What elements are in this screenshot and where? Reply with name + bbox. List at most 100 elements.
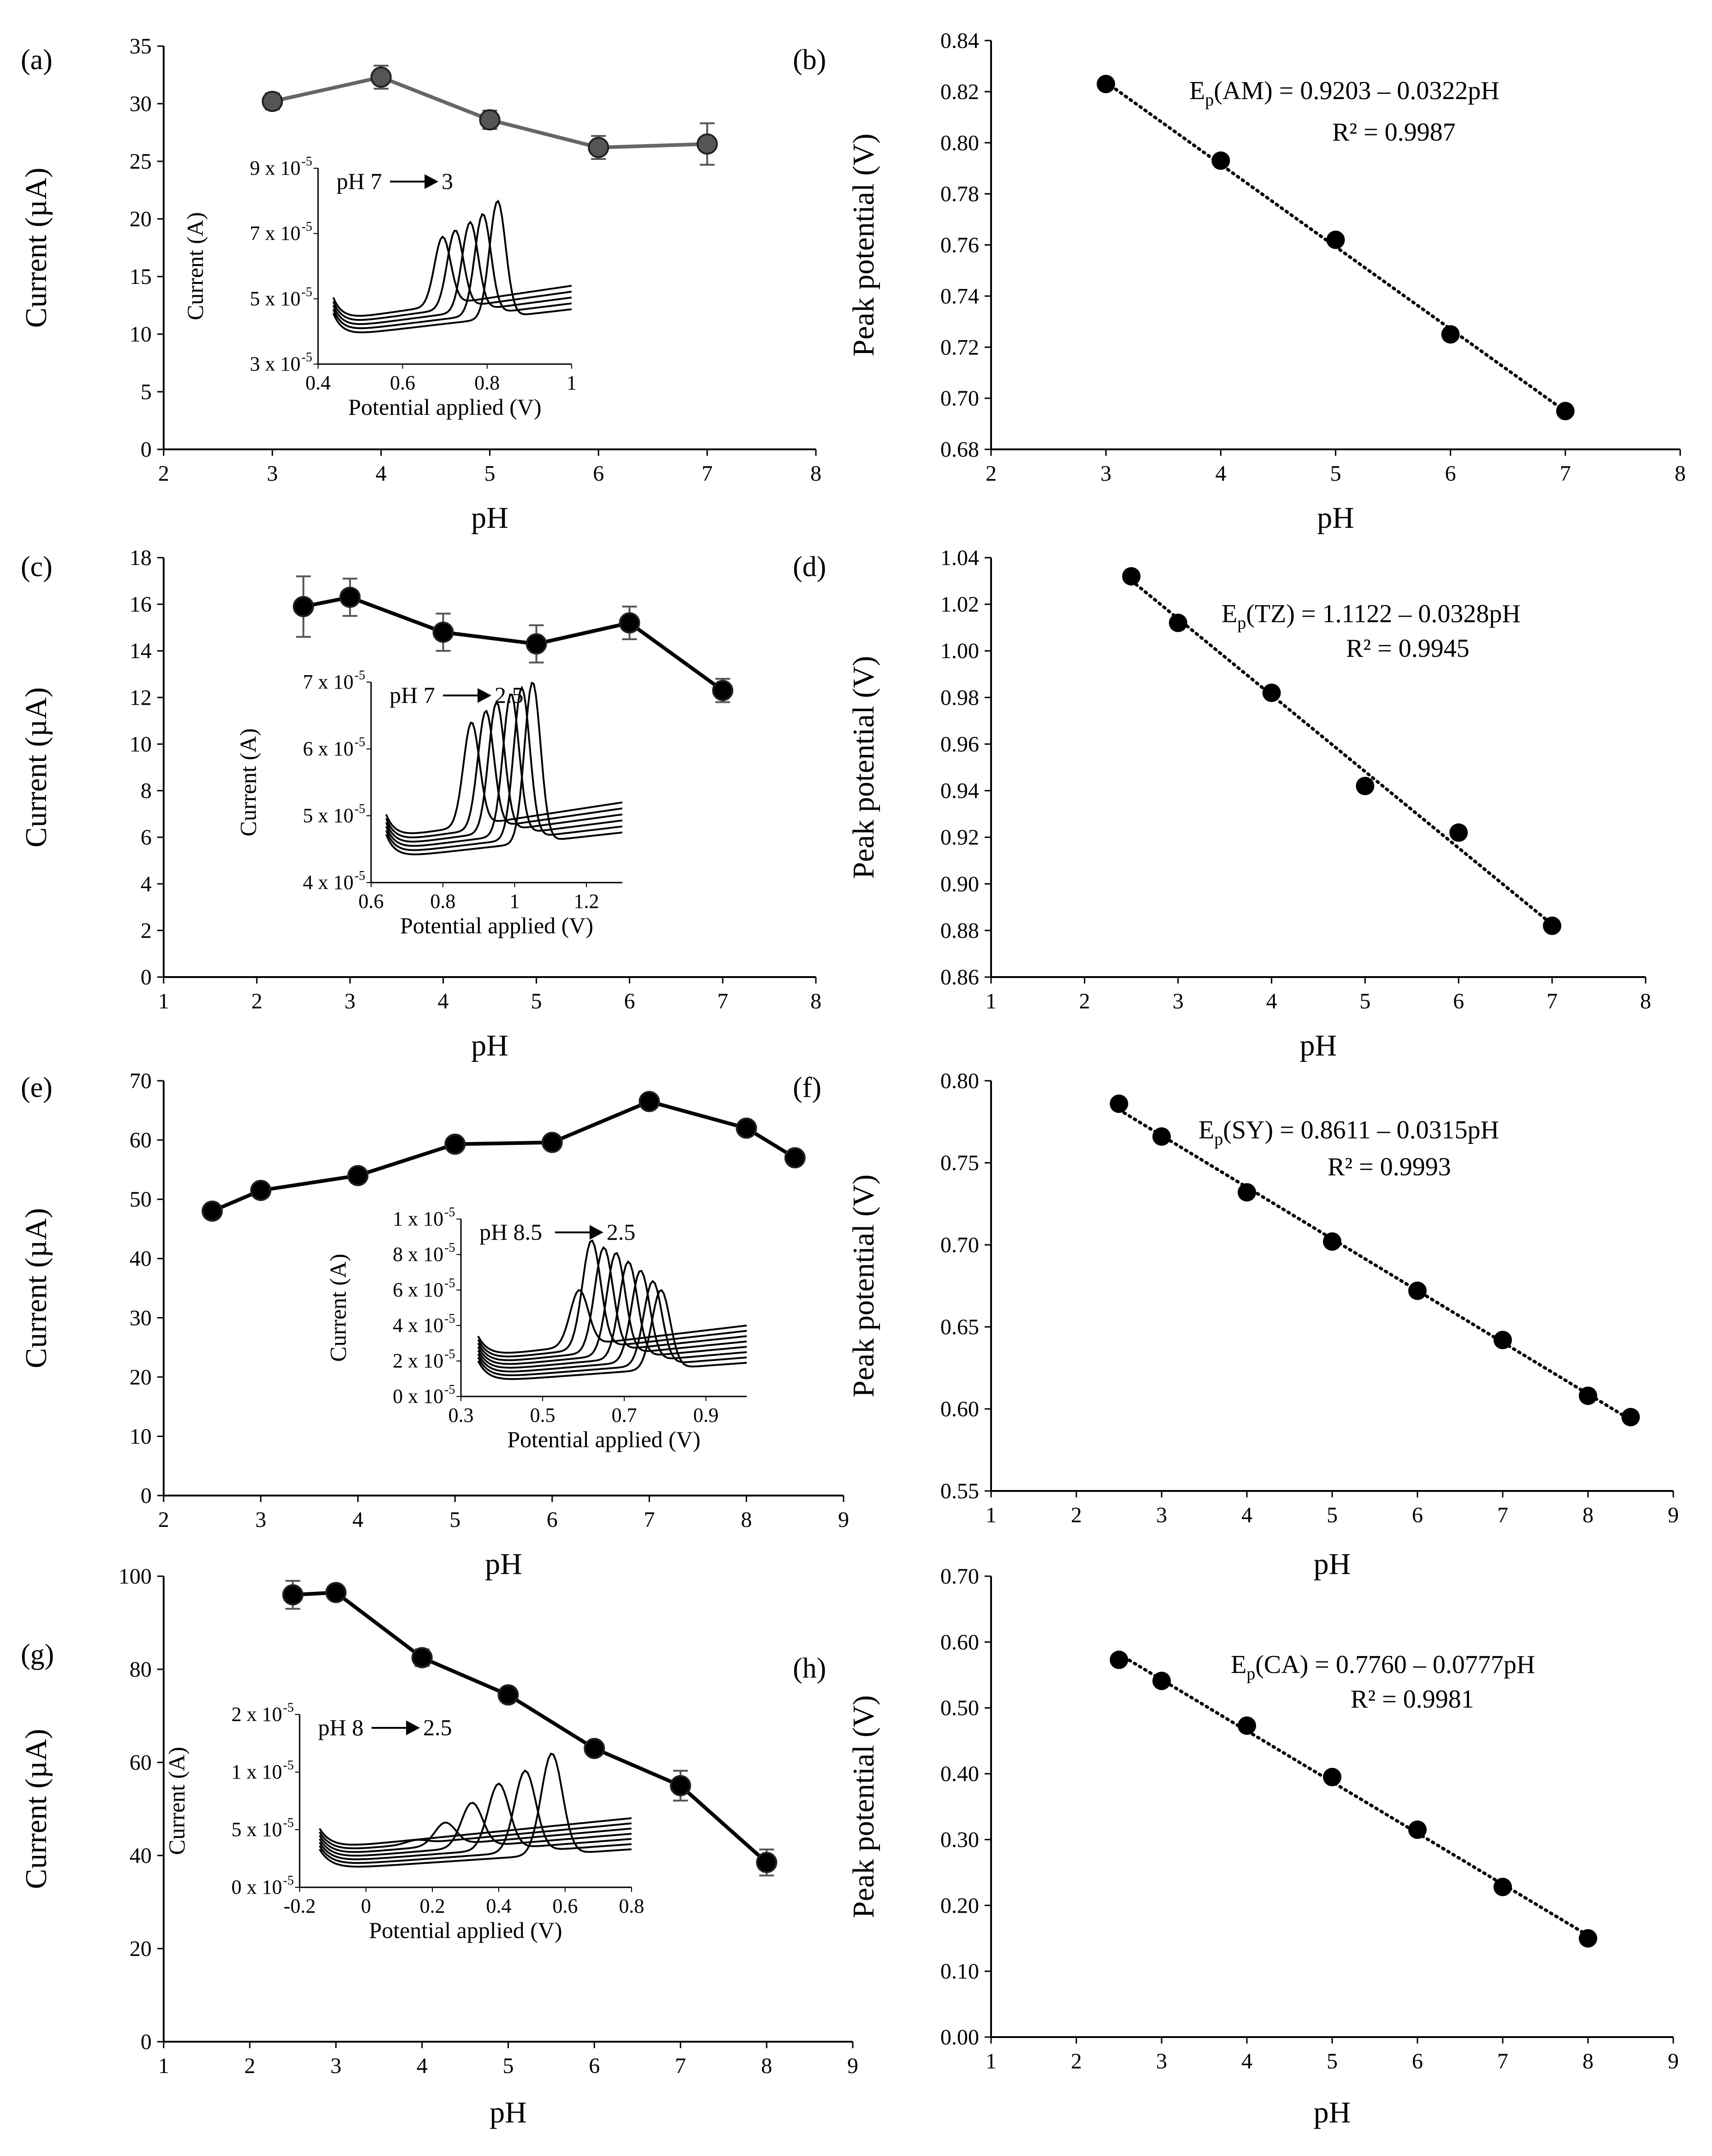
x-axis-label: pH (1317, 501, 1354, 535)
y-tick-label: 0.68 (940, 437, 979, 462)
inset-x-tick-label: 0.6 (359, 890, 384, 913)
x-tick-label: 7 (1497, 2049, 1508, 2074)
x-tick-label: 5 (531, 989, 542, 1013)
x-tick-label: 5 (484, 461, 496, 486)
y-tick-label: 40 (130, 1247, 152, 1271)
x-tick-label: 6 (1412, 2049, 1423, 2074)
x-tick-label: 5 (1327, 1503, 1338, 1527)
y-tick-label: 0.96 (940, 732, 979, 756)
x-tick-label: 1 (986, 2049, 997, 2074)
voltammogram-curve (319, 1822, 632, 1850)
x-tick-label: 1 (158, 2054, 169, 2078)
data-point (1323, 1767, 1341, 1786)
regression-equation: Ep(SY) = 0.8611 – 0.0315pH (1198, 1116, 1499, 1149)
inset-x-tick-label: 0.4 (306, 371, 331, 394)
y-tick-label: 4 (141, 872, 152, 896)
data-point (1556, 401, 1575, 420)
regression-equation: Ep(CA) = 0.7760 – 0.0777pH (1231, 1650, 1535, 1684)
data-point (250, 1179, 272, 1201)
data-point (1449, 823, 1468, 842)
voltammogram-curve (332, 230, 572, 321)
x-tick-label: 7 (675, 2054, 686, 2078)
x-tick-label: 2 (158, 1508, 169, 1532)
y-tick-label: 0.86 (940, 965, 979, 990)
regression-equation: Ep(TZ) = 1.1122 – 0.0328pH (1222, 600, 1521, 633)
y-tick-label: 0.84 (940, 29, 979, 53)
x-tick-label: 5 (1327, 2049, 1338, 2074)
y-tick-label: 0.55 (940, 1479, 979, 1503)
data-point (1152, 1672, 1171, 1691)
inset-x-tick-label: 0 (361, 1895, 371, 1917)
data-point (1110, 1650, 1128, 1669)
voltammogram-curve (332, 199, 572, 334)
voltammogram-curve (477, 1246, 747, 1361)
inset-y-tick-label: 7 x 10 (303, 671, 354, 693)
inset-x-tick-label: 0.6 (390, 371, 415, 394)
x-tick-label: 4 (352, 1508, 363, 1532)
y-tick-label: 1.04 (940, 546, 979, 570)
data-point (293, 596, 314, 618)
r-squared: R² = 0.9987 (1332, 118, 1456, 147)
data-point (1621, 1408, 1640, 1426)
y-tick-label: 0.76 (940, 233, 979, 258)
data-point (479, 109, 501, 130)
y-tick-label: 16 (130, 592, 152, 617)
data-point (619, 612, 640, 634)
equation-subscript: p (1237, 613, 1246, 633)
inset-annotation-to: 3 (442, 168, 453, 194)
inset-x-axis-label: Potential applied (V) (348, 394, 541, 420)
inset-y-tick-exponent: -5 (354, 869, 365, 883)
voltammogram-curve (385, 693, 623, 847)
y-tick-label: 20 (130, 1937, 152, 1961)
y-tick-label: 0.78 (940, 182, 979, 206)
inset-x-tick-label: 0.6 (553, 1895, 578, 1917)
inset-y-tick-label: 2 x 10 (231, 1703, 282, 1726)
y-tick-label: 10 (130, 1424, 152, 1449)
data-point (1262, 683, 1281, 702)
data-point (1238, 1183, 1256, 1202)
x-axis-label: pH (471, 1029, 508, 1062)
y-tick-label: 0.92 (940, 825, 979, 850)
y-tick-label: 10 (130, 732, 152, 756)
inset-y-tick-exponent: -5 (444, 1205, 455, 1219)
data-point (1122, 567, 1141, 586)
x-tick-label: 4 (1215, 461, 1226, 486)
panel-h: (h) 0.00 0.10 0.20 0.30 0.40 0.50 0.60 0.70 1 2 3 4 5… (793, 1564, 1679, 2129)
x-tick-label: 4 (417, 2054, 428, 2078)
x-axis-label: pH (1300, 1029, 1337, 1062)
inset-x-tick-label: -0.2 (283, 1895, 316, 1917)
x-tick-label: 3 (1156, 1503, 1167, 1527)
y-tick-label: 0.65 (940, 1315, 979, 1339)
y-axis-label: Peak potential (V) (847, 656, 880, 879)
voltammogram-curve (319, 1817, 632, 1846)
x-axis-label: pH (1314, 2096, 1351, 2129)
inset-y-tick-label: 6 x 10 (303, 737, 354, 760)
data-point (261, 91, 283, 112)
x-tick-label: 4 (1266, 989, 1277, 1013)
y-axis-label: Peak potential (V) (847, 134, 880, 357)
inset-y-tick-label: 4 x 10 (303, 871, 354, 894)
inset-y-axis-label: Current (A) (235, 728, 261, 836)
x-tick-label: 6 (589, 2054, 600, 2078)
x-tick-label: 5 (503, 2054, 514, 2078)
inset-y-tick-exponent: -5 (444, 1276, 455, 1290)
inset-x-tick-label: 0.3 (449, 1404, 474, 1426)
y-tick-label: 50 (130, 1187, 152, 1212)
x-axis-label: pH (471, 501, 508, 535)
voltammogram-curve (319, 1802, 632, 1857)
x-tick-label: 6 (1445, 461, 1456, 486)
trendline (1117, 1108, 1632, 1422)
y-tick-label: 6 (141, 825, 152, 850)
voltammogram-curve (477, 1279, 747, 1377)
y-tick-label: 100 (118, 1564, 152, 1589)
x-tick-label: 9 (1668, 1503, 1679, 1527)
x-tick-label: 9 (838, 1508, 849, 1532)
y-tick-label: 5 (141, 380, 152, 404)
y-tick-label: 12 (130, 685, 152, 710)
data-point (756, 1852, 778, 1873)
x-tick-label: 4 (437, 989, 449, 1013)
x-tick-label: 6 (593, 461, 604, 486)
panel-e: (e) 0 10 20 30 40 50 60 70 2 3 4 5 6 7 8 9 pH Current (µA)… (19, 1069, 849, 1581)
inset-annotation-to: 2.5 (423, 1714, 452, 1740)
